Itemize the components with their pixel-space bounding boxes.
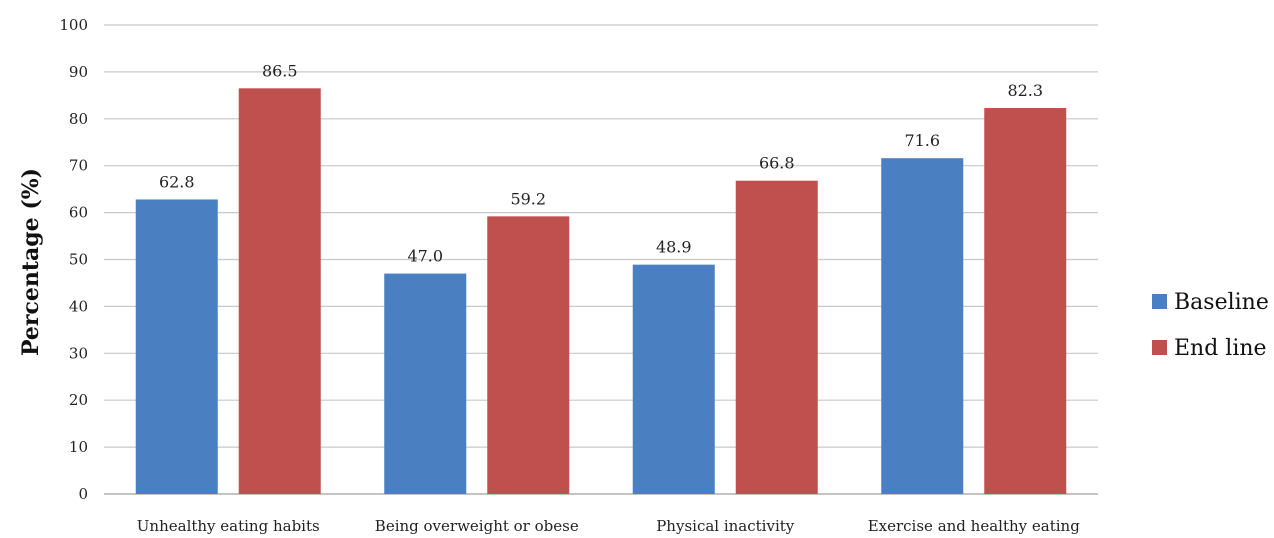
data-label: 82.3 [1007, 81, 1043, 100]
y-tick-label: 80 [69, 110, 88, 128]
y-tick-label: 20 [69, 391, 88, 409]
data-label: 47.0 [407, 247, 443, 266]
bar-baseline [881, 158, 964, 495]
data-label: 71.6 [904, 131, 940, 150]
data-label: 59.2 [510, 189, 546, 208]
legend-item-end-line: End line [1152, 336, 1267, 361]
y-tick-label: 30 [69, 344, 88, 362]
x-tick-label: Being overweight or obese [375, 517, 579, 535]
bar-baseline [135, 199, 218, 494]
y-tick-label: 50 [69, 251, 88, 269]
y-tick-label: 100 [59, 16, 88, 34]
bar-end-line [487, 216, 570, 495]
x-tick-label: Physical inactivity [656, 517, 795, 535]
y-tick-label: 90 [69, 63, 88, 81]
legend-swatch [1152, 294, 1167, 309]
data-label: 48.9 [656, 238, 692, 257]
legend-label: End line [1174, 336, 1267, 361]
category-labels: Unhealthy eating habits Being overweight … [137, 517, 1080, 535]
value-labels: 62.8 86.5 47.0 59.2 48.9 66.8 71.6 82.3 [159, 61, 1043, 265]
bar-baseline [384, 273, 467, 494]
bar-end-line [238, 88, 321, 494]
y-axis-ticks: 0 10 20 30 40 50 60 70 80 90 100 [59, 16, 88, 503]
y-axis-label: Percentage (%) [18, 168, 44, 356]
y-tick-label: 70 [69, 157, 88, 175]
data-label: 66.8 [759, 154, 795, 173]
x-tick-label: Exercise and healthy eating [868, 517, 1080, 535]
data-label: 86.5 [262, 61, 298, 80]
data-label: 62.8 [159, 172, 195, 191]
y-tick-label: 0 [78, 485, 88, 503]
legend-swatch [1152, 340, 1167, 355]
bars [135, 88, 1067, 495]
y-tick-label: 40 [69, 297, 88, 315]
legend: Baseline End line [1152, 290, 1269, 361]
y-tick-label: 60 [69, 204, 88, 222]
y-tick-label: 10 [69, 438, 88, 456]
bar-baseline [632, 264, 715, 494]
x-tick-label: Unhealthy eating habits [137, 517, 320, 535]
bar-end-line [735, 180, 818, 494]
bar-end-line [984, 108, 1067, 494]
legend-item-baseline: Baseline [1152, 290, 1269, 315]
legend-label: Baseline [1174, 290, 1269, 315]
